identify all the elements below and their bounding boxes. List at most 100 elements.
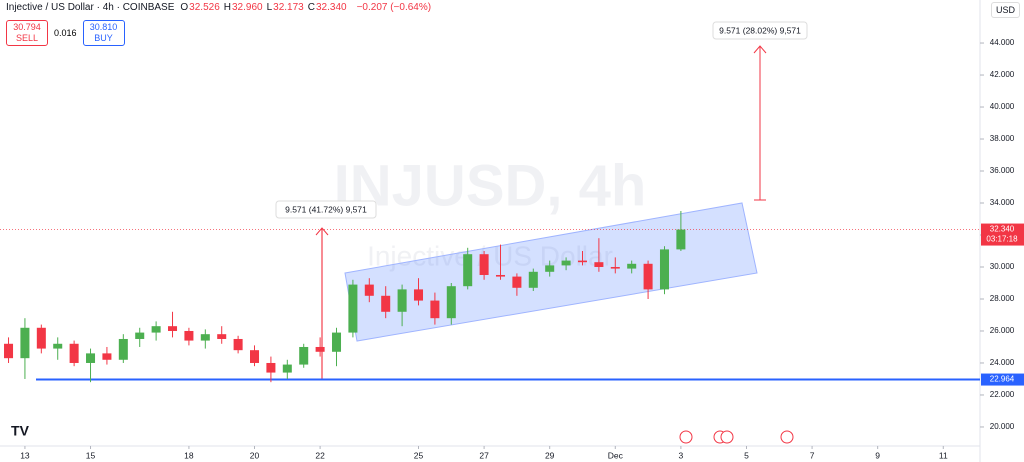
symbol-title: Injective / US Dollar · 4h · COINBASE <box>6 2 175 13</box>
y-tick-label: 24.000 <box>990 358 1015 367</box>
x-tick-label: Dec <box>608 450 624 460</box>
candle-body <box>282 364 292 373</box>
candle-body <box>430 300 440 319</box>
candle-body <box>659 249 669 290</box>
countdown: 03:17:18 <box>986 235 1018 244</box>
x-tick-label: 15 <box>86 450 96 460</box>
candle-body <box>594 262 604 267</box>
y-tick-label: 22.000 <box>990 390 1015 399</box>
ohlc-value: 32.340 <box>315 2 347 13</box>
sell-label: SELL <box>15 33 39 43</box>
candle <box>430 292 440 325</box>
candle <box>282 359 292 379</box>
candle <box>577 250 587 266</box>
candle-body <box>69 343 79 363</box>
candle <box>118 334 128 363</box>
candle-body <box>610 266 620 269</box>
buy-label: BUY <box>94 33 113 43</box>
y-tick-label: 28.000 <box>990 294 1015 303</box>
candle <box>151 321 161 341</box>
event-icon <box>720 430 734 444</box>
candle-body <box>397 289 407 312</box>
x-tick-label: 11 <box>939 450 948 460</box>
candle <box>20 318 30 379</box>
x-tick-label: 18 <box>184 450 194 460</box>
candle-body <box>200 334 210 341</box>
currency[interactable]: USD <box>990 2 1020 18</box>
ohlc-label: L <box>266 2 273 13</box>
candle-body <box>102 353 112 360</box>
candle-body <box>266 362 276 373</box>
candle-body <box>250 350 260 363</box>
x-tick-label: 22 <box>315 450 325 460</box>
candle <box>594 238 604 272</box>
candle-body <box>381 295 391 312</box>
candle <box>86 348 96 383</box>
candle <box>463 247 473 290</box>
candle-body <box>135 332 145 339</box>
candle <box>168 311 178 338</box>
event-icon <box>679 430 693 444</box>
candle <box>512 273 522 296</box>
candle <box>397 284 407 327</box>
candle <box>545 260 555 277</box>
candle <box>348 279 358 338</box>
y-tick-label: 20.000 <box>990 422 1015 431</box>
candle <box>479 250 489 280</box>
watermark-sub: Injective / US Dollar <box>367 240 613 271</box>
measure-label: 9.571 (28.02%) 9,571 <box>719 25 801 35</box>
candle-body <box>299 346 309 365</box>
y-tick-label: 42.000 <box>990 70 1015 79</box>
candle-body <box>20 327 30 359</box>
measure-label-box <box>275 200 377 219</box>
candle <box>200 329 210 349</box>
candle <box>331 327 342 367</box>
candle-body <box>36 327 46 349</box>
trade-buttons: 30.794 SELL 0.016 30.810 BUY <box>6 20 125 46</box>
candle-body <box>315 346 325 352</box>
candle <box>495 244 506 280</box>
candle-body <box>348 284 358 333</box>
candle <box>381 286 391 319</box>
candle <box>36 324 46 354</box>
candle-body <box>118 338 128 360</box>
candle-body <box>4 343 14 359</box>
support-label: 22.964 <box>990 375 1015 384</box>
candle-body <box>233 338 243 351</box>
ohlc-label: C <box>307 2 315 13</box>
ohlc-value: 32.526 <box>189 2 220 13</box>
buy-button[interactable]: 30.810 BUY <box>82 20 125 46</box>
candle <box>4 337 14 363</box>
candle <box>610 257 620 274</box>
ohlc-label: H <box>223 2 231 13</box>
ohlc-label: O <box>180 2 189 13</box>
y-tick-label: 40.000 <box>990 102 1015 111</box>
y-tick-label: 30.000 <box>990 262 1015 271</box>
last-price-box <box>981 223 1024 246</box>
candle-body <box>364 284 374 296</box>
candle-body <box>643 263 653 290</box>
support-label-box <box>981 373 1024 386</box>
ohlc-value: 32.173 <box>273 2 304 13</box>
candle-body <box>446 286 456 319</box>
candle-body <box>561 260 571 266</box>
candle-body <box>495 274 506 277</box>
y-tick-label: 26.000 <box>990 326 1015 335</box>
sell-button[interactable]: 30.794 SELL <box>6 20 48 46</box>
candle <box>446 282 456 325</box>
candle <box>102 346 112 365</box>
x-tick-label: 3 <box>679 450 684 460</box>
candle <box>627 260 637 274</box>
y-tick-label: 36.000 <box>990 166 1015 175</box>
measure-label: 9.571 (41.72%) 9,571 <box>285 204 367 214</box>
candle-body <box>168 326 178 331</box>
ohlc-value: 32.960 <box>232 2 263 13</box>
candle-body <box>577 260 587 263</box>
candle <box>315 337 325 357</box>
candle-body <box>512 276 522 288</box>
logo: TV <box>11 423 30 439</box>
candle-body <box>217 334 227 339</box>
candle-body <box>463 254 473 287</box>
candle <box>184 327 194 346</box>
header: Injective / US Dollar · 4h · COINBASE O3… <box>6 2 431 13</box>
